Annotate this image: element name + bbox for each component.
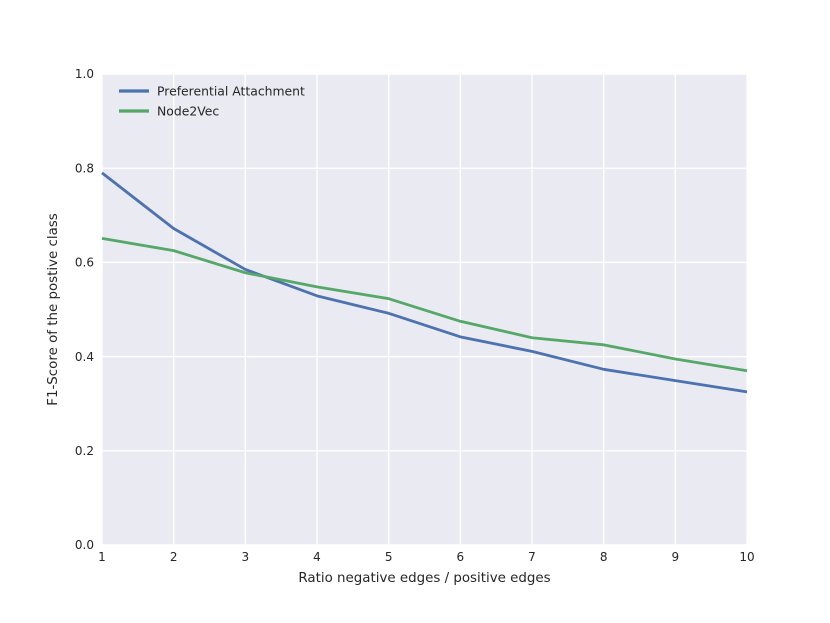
y-tick-label: 0.6 [75, 256, 94, 270]
series-line-node2vec [101, 236, 748, 373]
plot-layer: 0.0 0.2 0.4 0.6 0.8 1.0 1 2 3 4 5 6 7 8 9 10 Preferentia… [75, 67, 755, 564]
y-axis-label: F1-Score of the postive class [46, 213, 61, 406]
y-tick-label: 0.0 [75, 538, 94, 552]
y-tick-label: 0.8 [75, 161, 94, 175]
x-tick-label: 5 [385, 550, 393, 564]
series-line-preferential-attachment [101, 171, 748, 394]
y-tick-label: 1.0 [75, 67, 94, 81]
legend-label-node2vec: Node2Vec [157, 104, 219, 119]
x-axis-label: Ratio negative edges / positive edges [298, 571, 550, 586]
x-tick-label: 2 [170, 550, 178, 564]
legend-label-preferential-attachment: Preferential Attachment [157, 84, 305, 99]
x-tick-label: 4 [313, 550, 321, 564]
x-tick-label: 9 [672, 550, 680, 564]
x-tick-label: 7 [528, 550, 536, 564]
x-tick-label: 3 [242, 550, 250, 564]
x-tick-label: 6 [457, 550, 465, 564]
y-tick-label: 0.4 [75, 350, 94, 364]
y-tick-label: 0.2 [75, 444, 94, 458]
x-tick-label: 10 [739, 550, 754, 564]
x-tick-label: 1 [98, 550, 106, 564]
x-tick-label: 8 [600, 550, 608, 564]
